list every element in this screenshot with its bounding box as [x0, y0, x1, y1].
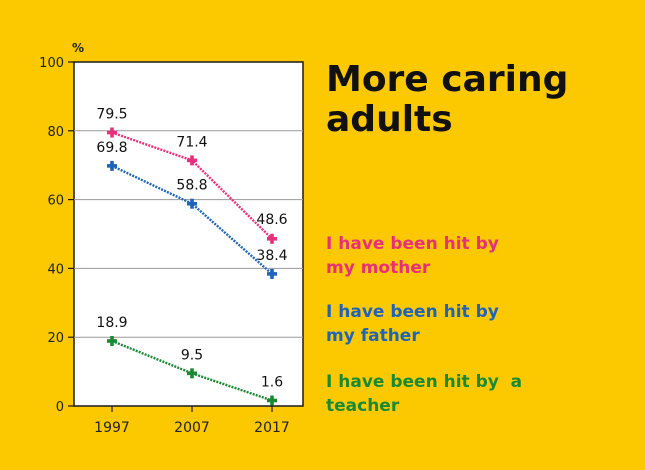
data-point — [267, 233, 277, 244]
legend-line: I have been hit by — [326, 302, 499, 322]
y-tick-label: 60 — [47, 194, 64, 209]
series-line — [111, 339, 273, 402]
data-label: 18.9 — [96, 315, 127, 331]
y-tick-label: 40 — [47, 262, 64, 277]
legend-line: teacher — [326, 396, 400, 416]
data-label: 9.5 — [181, 347, 203, 363]
marker-v — [270, 233, 274, 244]
y-tick-label: 80 — [47, 125, 64, 140]
marker-v — [190, 368, 194, 379]
data-point — [107, 160, 117, 171]
data-label: 71.4 — [176, 134, 207, 150]
legend-line: I have been hit by a — [326, 372, 523, 392]
data-point — [267, 395, 277, 406]
marker-v — [270, 268, 274, 279]
marker-v — [110, 160, 114, 171]
data-point — [187, 368, 197, 379]
y-tick-label: 0 — [56, 400, 64, 415]
marker-v — [190, 155, 194, 166]
data-point — [187, 155, 197, 166]
x-tick-label: 1997 — [94, 420, 130, 436]
data-label: 48.6 — [256, 212, 287, 228]
data-label: 38.4 — [256, 248, 287, 264]
title-line: adults — [326, 99, 453, 140]
x-tick-label: 2017 — [254, 420, 290, 436]
marker-v — [190, 198, 194, 209]
y-axis-label: % — [72, 41, 84, 55]
marker-v — [110, 127, 114, 138]
series-line — [111, 164, 273, 275]
title-line: More caring — [326, 59, 569, 100]
chart-title: More caring adults — [326, 60, 626, 140]
marker-v — [270, 395, 274, 406]
legend-entry-father: I have been hit by my father — [326, 300, 626, 348]
data-label: 69.8 — [96, 140, 127, 156]
y-tick-label: 100 — [39, 56, 64, 71]
legend-entry-teacher: I have been hit by a teacher — [326, 370, 626, 418]
x-tick-label: 2007 — [174, 420, 210, 436]
plot-area — [73, 61, 304, 407]
data-label: 58.8 — [176, 178, 207, 194]
data-label: 79.5 — [96, 107, 127, 123]
legend-entry-mother: I have been hit by my mother — [326, 232, 626, 280]
data-point — [107, 335, 117, 346]
data-point — [107, 127, 117, 138]
legend-line: my father — [326, 326, 420, 346]
y-tick-label: 20 — [47, 331, 64, 346]
data-point — [187, 198, 197, 209]
data-point — [267, 268, 277, 279]
data-label: 1.6 — [261, 374, 283, 390]
legend-line: my mother — [326, 258, 431, 278]
legend-line: I have been hit by — [326, 234, 499, 254]
marker-v — [110, 335, 114, 346]
